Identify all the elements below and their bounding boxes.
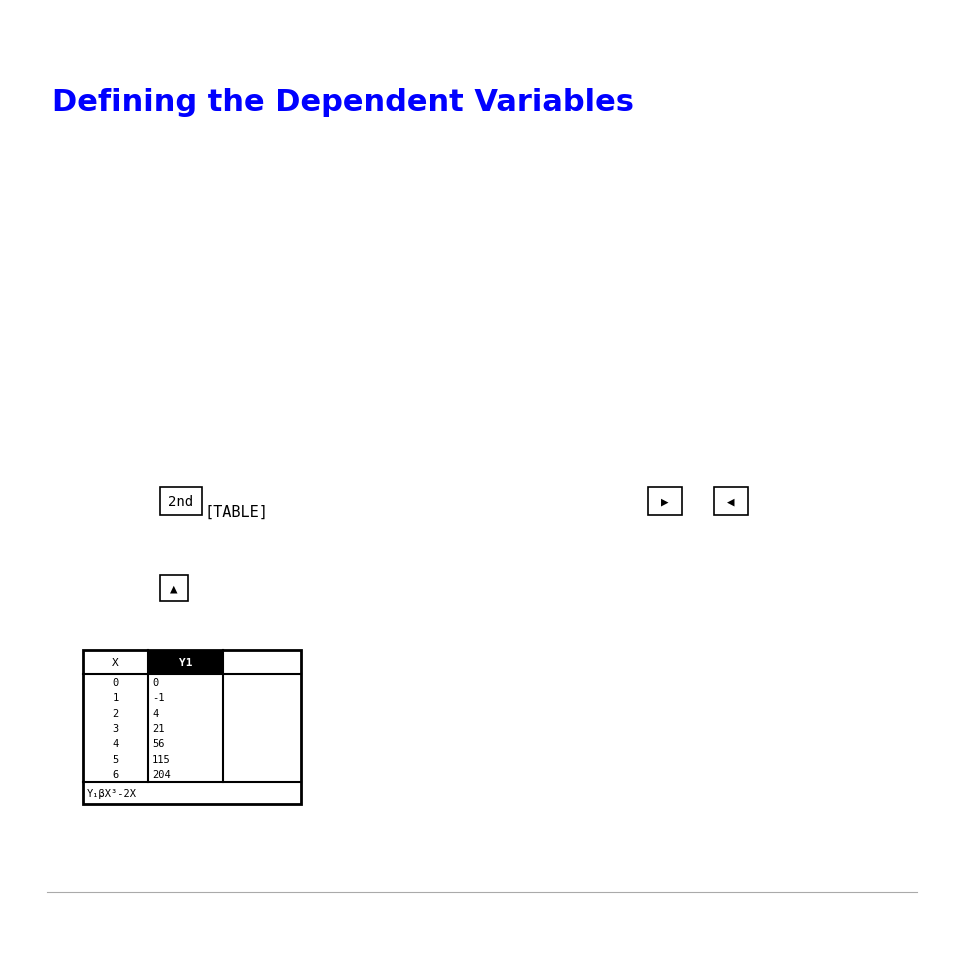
Text: 0: 0 (152, 677, 158, 687)
Text: 5: 5 (112, 754, 118, 764)
Text: 3: 3 (112, 723, 118, 733)
Bar (148, 650, 223, 675)
Text: 4: 4 (152, 708, 158, 718)
Text: -1: -1 (152, 693, 164, 702)
Text: 115: 115 (152, 754, 171, 764)
Text: 4: 4 (112, 739, 118, 749)
Bar (160, 576, 188, 601)
Text: 2: 2 (112, 708, 118, 718)
Bar (160, 488, 202, 516)
Text: 204: 204 (152, 769, 171, 780)
Text: 0: 0 (112, 677, 118, 687)
Text: Y1: Y1 (178, 658, 193, 667)
Bar (83, 650, 301, 804)
Text: ▶: ▶ (660, 495, 668, 508)
Text: X: X (112, 658, 119, 667)
Text: 6: 6 (112, 769, 118, 780)
Text: [TABLE]: [TABLE] (205, 504, 269, 519)
Text: 21: 21 (152, 723, 164, 733)
Bar (713, 488, 747, 516)
Bar (647, 488, 681, 516)
Text: 1: 1 (112, 693, 118, 702)
Text: ◀: ◀ (726, 495, 734, 508)
Text: Defining the Dependent Variables: Defining the Dependent Variables (52, 88, 634, 117)
Text: 56: 56 (152, 739, 164, 749)
Text: Y₁βX³-2X: Y₁βX³-2X (87, 788, 137, 799)
Text: ▲: ▲ (170, 582, 177, 595)
Text: 2nd: 2nd (169, 495, 193, 509)
